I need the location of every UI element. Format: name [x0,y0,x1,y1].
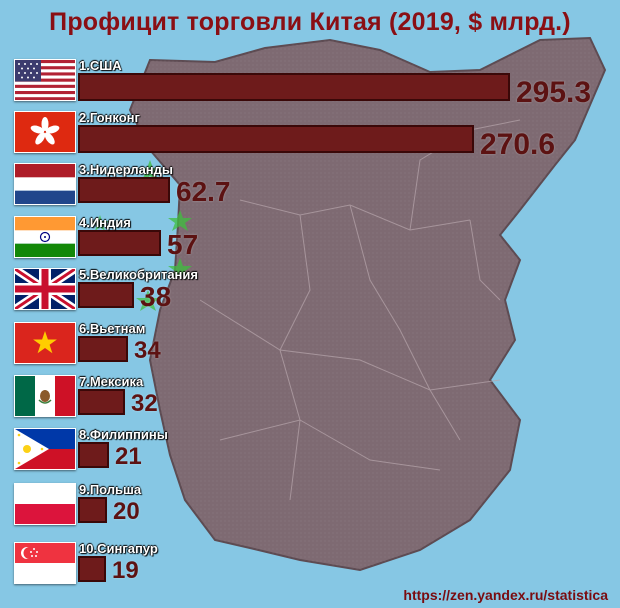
country-label-poland: 9.Польша [79,482,142,497]
mexico-flag-icon [14,375,76,417]
country-label-india: 4.Индия [79,215,131,230]
philippines-flag-icon [14,428,76,470]
bar-mexico [78,389,125,415]
country-label-uk: 5.Великобритания [79,267,198,282]
value-label-singapore: 19 [112,557,139,584]
bar-singapore [78,556,106,582]
country-label-netherlands: 3.Нидерланды [79,162,174,177]
value-label-hong-kong: 270.6 [480,128,556,161]
uk-flag-icon [14,268,76,310]
map-stars-decoration [91,160,192,311]
bar-philippines [78,442,109,468]
value-label-poland: 20 [113,498,140,525]
value-label-india: 57 [167,229,199,260]
vietnam-flag-icon [14,322,76,364]
usa-flag-icon [14,59,76,101]
bar-vietnam [78,336,128,362]
bar-usa [78,73,510,101]
country-label-usa: 1.США [79,58,122,73]
chart-title: Профицит торговли Китая (2019, $ млрд.) [49,8,571,36]
bar-netherlands [78,177,170,203]
bar-hong-kong [78,125,474,153]
value-label-usa: 295.3 [516,76,592,109]
country-label-hong-kong: 2.Гонконг [79,110,140,125]
value-label-philippines: 21 [115,443,142,470]
country-label-vietnam: 6.Вьетнам [79,321,146,336]
value-label-mexico: 32 [131,390,158,417]
bar-india [78,230,161,256]
hong-kong-flag-icon [14,111,76,153]
bar-uk [78,282,134,308]
bar-poland [78,497,107,523]
source-link[interactable]: https://zen.yandex.ru/statistica [403,587,608,603]
country-label-mexico: 7.Мексика [79,374,144,389]
country-label-singapore: 10.Сингапур [79,541,158,556]
singapore-flag-icon [14,542,76,584]
value-label-uk: 38 [140,281,172,312]
netherlands-flag-icon [14,163,76,205]
country-label-philippines: 8.Филиппины [79,427,168,442]
value-label-vietnam: 34 [134,337,161,364]
value-label-netherlands: 62.7 [176,176,231,207]
poland-flag-icon [14,483,76,525]
india-flag-icon [14,216,76,258]
